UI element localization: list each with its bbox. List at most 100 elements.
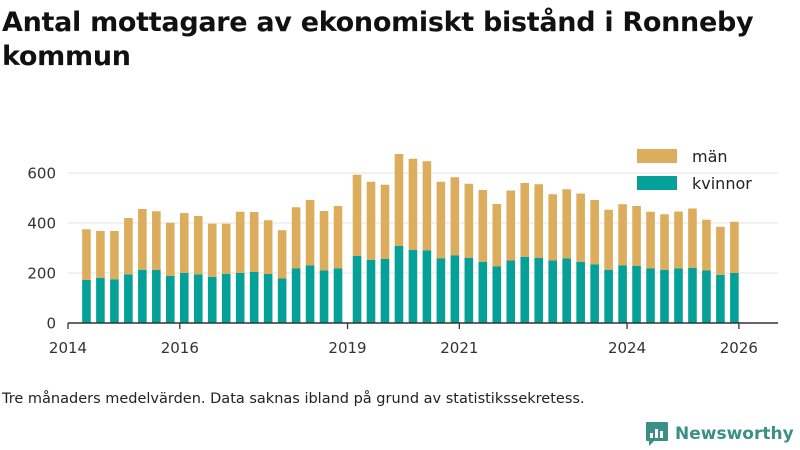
- bar-kvinnor: [688, 268, 697, 323]
- bar-man: [492, 204, 502, 267]
- bar-man: [688, 208, 697, 268]
- bar-kvinnor: [450, 255, 460, 323]
- bar-man: [646, 211, 655, 269]
- brand-name: Newsworthy: [675, 424, 794, 444]
- bar-kvinnor: [548, 260, 558, 323]
- bar-man: [422, 161, 432, 251]
- bar-kvinnor: [291, 268, 301, 323]
- bar-kvinnor: [138, 269, 147, 323]
- legend-kvinnor-label: kvinnor: [692, 174, 752, 193]
- bar-kvinnor: [394, 246, 404, 323]
- bar-man: [660, 214, 669, 270]
- y-tick-label: 600: [27, 165, 56, 183]
- bar-man: [277, 230, 287, 279]
- bar-kvinnor: [352, 256, 362, 323]
- bar-man: [436, 181, 446, 259]
- x-tick-label: 2026: [720, 339, 758, 357]
- bar-man: [207, 223, 217, 277]
- bar-kvinnor: [492, 266, 502, 323]
- bar-man: [520, 183, 530, 257]
- bar-kvinnor: [277, 278, 287, 323]
- bar-kvinnor: [319, 270, 329, 323]
- bar-man: [319, 211, 329, 271]
- footnote: Tre månaders medelvärden. Data saknas ib…: [2, 391, 585, 407]
- bar-man: [152, 211, 161, 270]
- legend-kvinnor-swatch: [637, 176, 677, 190]
- bar-kvinnor: [464, 258, 474, 323]
- bar-man: [464, 183, 474, 258]
- y-tick-label: 200: [27, 265, 56, 283]
- bar-man: [249, 212, 259, 272]
- speech-bubble-chart-icon: [646, 422, 668, 446]
- bar-man: [506, 190, 516, 261]
- x-tick-label: 2019: [328, 339, 366, 357]
- x-tick-label: 2016: [161, 339, 199, 357]
- bar-kvinnor: [193, 274, 203, 323]
- bar-man: [193, 216, 203, 275]
- bar-man: [408, 158, 418, 250]
- bar-man: [124, 218, 133, 275]
- bar-kvinnor: [562, 258, 571, 323]
- bar-kvinnor: [249, 272, 259, 323]
- newsworthy-logo[interactable]: Newsworthy: [645, 420, 794, 448]
- legend-man-swatch: [637, 149, 677, 163]
- bar-man: [576, 193, 585, 262]
- legend-man-label: män: [692, 147, 728, 166]
- bar-kvinnor: [408, 250, 418, 323]
- bar-man: [291, 207, 301, 269]
- bar-man: [110, 231, 119, 280]
- bar-man: [702, 219, 711, 271]
- bar-kvinnor: [422, 250, 432, 323]
- bar-kvinnor: [366, 260, 376, 323]
- bar-kvinnor: [207, 276, 217, 323]
- bar-kvinnor: [660, 270, 669, 323]
- bar-man: [138, 209, 147, 270]
- bar-kvinnor: [110, 279, 119, 323]
- bar-man: [632, 206, 641, 266]
- bar-kvinnor: [166, 276, 175, 323]
- bar-man: [366, 181, 376, 260]
- bar-man: [674, 211, 683, 269]
- bar-kvinnor: [730, 273, 739, 323]
- bar-kvinnor: [506, 260, 516, 323]
- bar-kvinnor: [604, 269, 613, 323]
- bar-kvinnor: [436, 258, 446, 323]
- bar-kvinnor: [716, 274, 725, 323]
- bar-kvinnor: [534, 258, 544, 323]
- bar-kvinnor: [221, 273, 231, 323]
- bar-kvinnor: [380, 259, 390, 323]
- bar-man: [478, 190, 488, 262]
- bar-man: [166, 222, 175, 276]
- bar-man: [618, 204, 627, 266]
- x-tick-label: 2021: [440, 339, 478, 357]
- bar-man: [221, 223, 231, 274]
- bar-kvinnor: [478, 261, 488, 323]
- bar-man: [380, 184, 390, 259]
- bar-man: [333, 206, 343, 269]
- bar-man: [179, 213, 189, 273]
- bar-man: [590, 200, 599, 265]
- y-tick-label: 0: [46, 315, 56, 333]
- bar-kvinnor: [124, 274, 133, 323]
- bar-man: [96, 231, 105, 278]
- chart-title: Antal mottagare av ekonomiskt bistånd i …: [2, 7, 754, 72]
- bar-man: [450, 177, 460, 256]
- bar-man: [604, 209, 613, 270]
- x-tick-label: 2024: [608, 339, 646, 357]
- bar-kvinnor: [618, 265, 627, 323]
- bar-kvinnor: [305, 265, 315, 323]
- bar-kvinnor: [576, 261, 585, 323]
- bar-kvinnor: [702, 270, 711, 323]
- y-tick-label: 400: [27, 215, 56, 233]
- bar-kvinnor: [235, 273, 245, 323]
- bar-kvinnor: [674, 268, 683, 323]
- bar-kvinnor: [152, 270, 161, 323]
- bar-man: [394, 154, 404, 246]
- x-tick-label: 2014: [49, 339, 87, 357]
- bar-man: [352, 174, 362, 256]
- bar-man: [263, 220, 273, 274]
- bar-man: [534, 184, 544, 258]
- bar-kvinnor: [520, 256, 530, 323]
- bar-kvinnor: [179, 273, 189, 323]
